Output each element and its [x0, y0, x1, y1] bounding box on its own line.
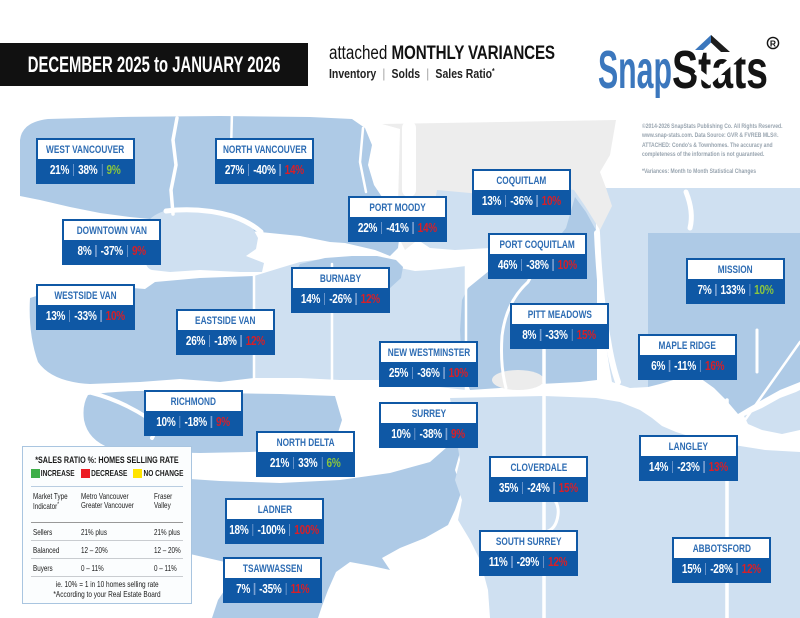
svg-text:Snap: Snap [598, 40, 672, 98]
svg-text:R: R [770, 39, 776, 49]
